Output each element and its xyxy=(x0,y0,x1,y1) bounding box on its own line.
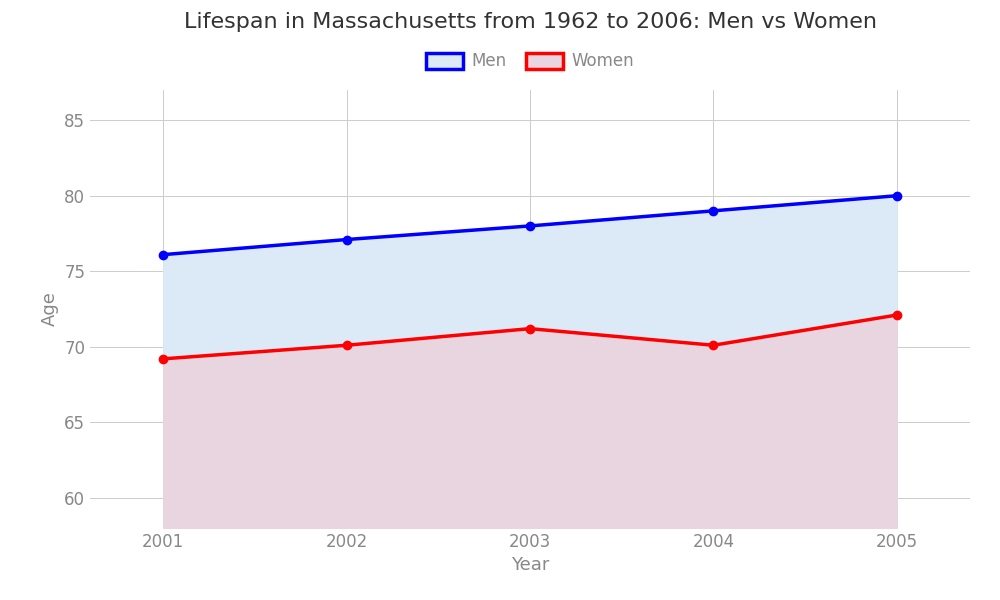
X-axis label: Year: Year xyxy=(511,556,549,574)
Title: Lifespan in Massachusetts from 1962 to 2006: Men vs Women: Lifespan in Massachusetts from 1962 to 2… xyxy=(184,11,876,31)
Y-axis label: Age: Age xyxy=(41,292,59,326)
Legend: Men, Women: Men, Women xyxy=(419,46,641,77)
